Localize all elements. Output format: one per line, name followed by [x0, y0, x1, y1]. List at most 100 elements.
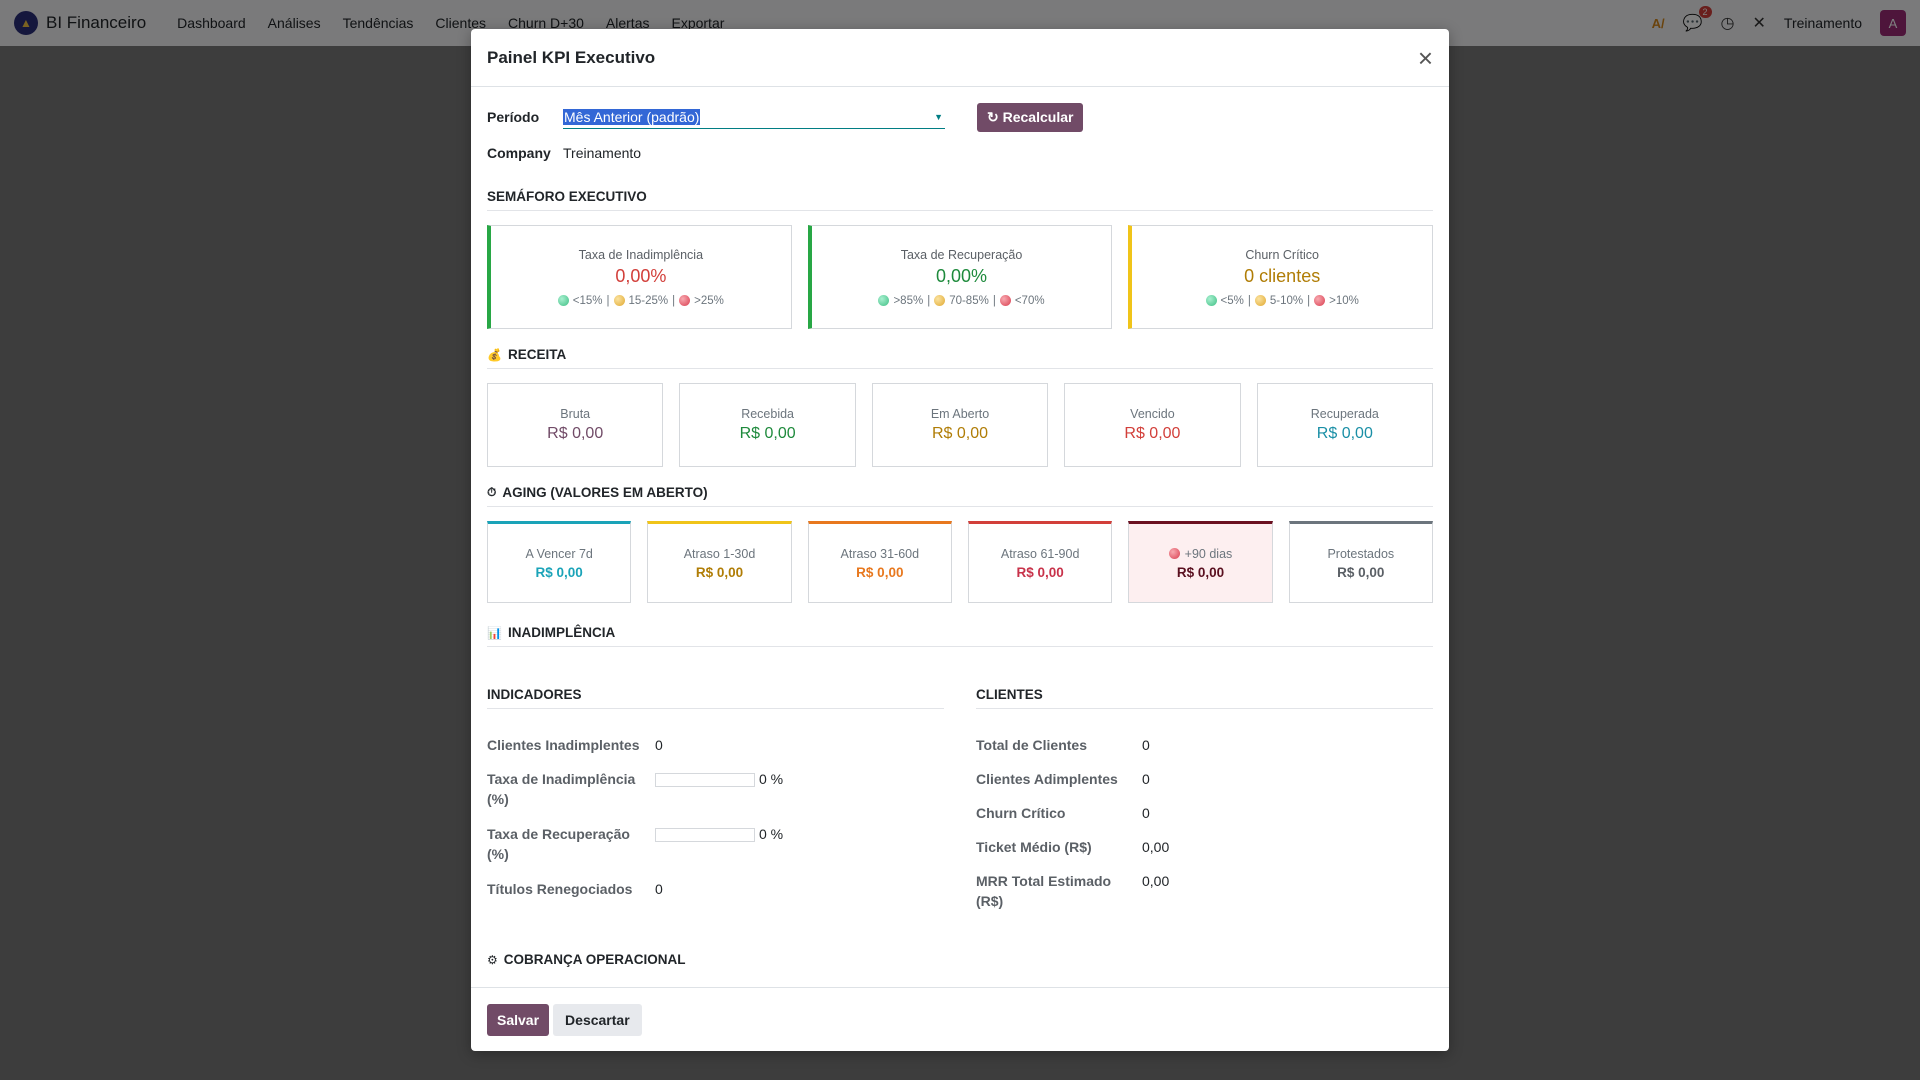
- kv-label: Taxa de Inadimplência (%): [487, 771, 636, 807]
- receita-card-value: R$ 0,00: [739, 425, 796, 442]
- aging-card-protestados: Protestados R$ 0,00: [1288, 521, 1433, 603]
- kv-value: 0: [655, 881, 663, 897]
- kv-clientes-adimplentes: Clientes Adimplentes 0: [976, 769, 1433, 803]
- kv-value: 0: [1142, 737, 1150, 753]
- yellow-dot-icon: [613, 295, 625, 306]
- legend-red: >10%: [1329, 294, 1359, 307]
- money-bag-icon: 💰: [487, 347, 502, 362]
- semaforo-cards: Taxa de Inadimplência 0,00% <15% | 15-25…: [487, 225, 1434, 329]
- receita-card-value: R$ 0,00: [1124, 425, 1181, 442]
- red-dot-icon: [999, 295, 1011, 306]
- semaforo-title: SEMÁFORO EXECUTIVO: [487, 189, 647, 204]
- periodo-label: Período: [487, 109, 540, 125]
- kpi-dialog: Painel KPI Executivo × Período Mês Anter…: [471, 29, 1449, 1051]
- aging-card-value: R$ 0,00: [535, 564, 583, 580]
- indicadores-column: INDICADORES Clientes Inadimplentes 0 Tax…: [487, 687, 944, 926]
- chevron-down-icon: ▼: [934, 111, 943, 122]
- red-dot-icon: [1168, 548, 1180, 559]
- semaforo-card-churn: Churn Crítico 0 clientes <5% | 5-10% | >…: [1128, 225, 1434, 329]
- taxa-recuperacao-progress: [655, 828, 755, 843]
- kv-taxa-recuperacao: Taxa de Recuperação (%) 0 %: [487, 824, 944, 879]
- aging-card-label: Atraso 31-60d: [840, 546, 920, 561]
- legend-green: <15%: [572, 294, 603, 307]
- cobranca-title: COBRANÇA OPERACIONAL: [503, 952, 686, 967]
- receita-card-value: R$ 0,00: [931, 425, 989, 442]
- receita-card-recuperada: Recuperada R$ 0,00: [1256, 383, 1434, 467]
- aging-card-value: R$ 0,00: [1337, 564, 1385, 580]
- indicadores-title-text: INDICADORES: [487, 687, 582, 702]
- aging-card-61-90: Atraso 61-90d R$ 0,00: [967, 521, 1113, 603]
- periodo-value: Mês Anterior (padrão): [563, 108, 701, 125]
- cobranca-section-title: ⚙ COBRANÇA OPERACIONAL: [487, 952, 1433, 973]
- kv-value: 0 %: [759, 826, 784, 842]
- semaforo-card-label: Churn Crítico: [1245, 247, 1319, 262]
- aging-card-90-plus: +90 dias R$ 0,00: [1128, 521, 1273, 603]
- company-label: Company: [487, 145, 551, 161]
- kv-value: 0: [1142, 771, 1150, 787]
- save-button[interactable]: Salvar: [487, 1003, 550, 1036]
- aging-card-label: +90 dias: [1184, 546, 1233, 561]
- kv-label: Ticket Médio (R$): [976, 839, 1092, 855]
- stopwatch-icon: ⏱: [487, 485, 497, 499]
- kv-value-wrap: 0 %: [655, 824, 783, 844]
- kv-label: Clientes Inadimplentes: [487, 737, 640, 753]
- yellow-dot-icon: [934, 295, 946, 306]
- semaforo-card-recuperacao: Taxa de Recuperação 0,00% >85% | 70-85% …: [807, 225, 1113, 329]
- semaforo-card-label: Taxa de Recuperação: [900, 247, 1023, 262]
- kv-ticket-medio: Ticket Médio (R$) 0,00: [976, 837, 1433, 871]
- inadimplencia-columns: INDICADORES Clientes Inadimplentes 0 Tax…: [487, 687, 1433, 926]
- semaforo-card-inadimplencia: Taxa de Inadimplência 0,00% <15% | 15-25…: [487, 225, 792, 329]
- recalcular-button[interactable]: ↻ Recalcular: [977, 103, 1084, 132]
- kv-churn-critico: Churn Crítico 0: [976, 803, 1433, 837]
- semaforo-legend: <15% | 15-25% | >25%: [557, 294, 724, 307]
- taxa-inadimplencia-progress: [655, 773, 755, 788]
- aging-card-label: Atraso 1-30d: [683, 546, 756, 561]
- semaforo-legend: <5% | 5-10% | >10%: [1205, 294, 1359, 307]
- kv-value: 0,00: [1142, 839, 1170, 855]
- kv-value-wrap: 0 %: [655, 769, 783, 789]
- receita-card-em-aberto: Em Aberto R$ 0,00: [871, 383, 1049, 467]
- close-icon[interactable]: ×: [1417, 42, 1433, 73]
- receita-card-label: Bruta: [560, 407, 591, 421]
- receita-section-title: 💰 RECEITA: [487, 347, 1433, 369]
- aging-section-title: ⏱ AGING (VALORES EM ABERTO): [487, 485, 1433, 507]
- legend-yellow: 70-85%: [949, 294, 989, 307]
- legend-yellow: 5-10%: [1269, 294, 1304, 307]
- green-dot-icon: [557, 295, 569, 306]
- semaforo-section-title: SEMÁFORO EXECUTIVO: [487, 189, 1433, 211]
- receita-title: RECEITA: [507, 347, 567, 362]
- aging-title: AGING (VALORES EM ABERTO): [502, 485, 708, 500]
- legend-red: <70%: [1014, 294, 1045, 307]
- kv-clientes-inadimplentes: Clientes Inadimplentes 0: [487, 735, 944, 769]
- aging-card-label: Protestados: [1327, 546, 1395, 561]
- inadimplencia-section-title: 📊 INADIMPLÊNCIA: [487, 625, 1433, 647]
- aging-card-1-30: Atraso 1-30d R$ 0,00: [647, 521, 792, 603]
- kv-label: Total de Clientes: [976, 737, 1087, 753]
- periodo-select[interactable]: Mês Anterior (padrão) ▼: [563, 105, 945, 129]
- receita-card-value: R$ 0,00: [1316, 425, 1373, 442]
- modal-header: Painel KPI Executivo ×: [471, 29, 1449, 87]
- receita-card-label: Recebida: [741, 407, 795, 421]
- kv-label: MRR Total Estimado (R$): [976, 873, 1112, 909]
- legend-green: <5%: [1220, 294, 1244, 307]
- aging-card-value: R$ 0,00: [1016, 564, 1064, 580]
- aging-card-label: A Vencer 7d: [525, 546, 593, 561]
- aging-card-value: R$ 0,00: [856, 564, 904, 580]
- clientes-title: CLIENTES: [976, 687, 1433, 709]
- modal-title: Painel KPI Executivo: [487, 47, 656, 67]
- receita-card-bruta: Bruta R$ 0,00: [487, 383, 664, 467]
- aging-card-label: Atraso 61-90d: [1000, 546, 1080, 561]
- company-value: Treinamento: [563, 145, 642, 161]
- semaforo-card-value: 0,00%: [615, 265, 667, 286]
- clientes-title-text: CLIENTES: [976, 687, 1043, 702]
- green-dot-icon: [878, 295, 890, 306]
- kv-mrr-total: MRR Total Estimado (R$) 0,00: [976, 871, 1433, 926]
- kv-titulos-renegociados: Títulos Renegociados 0: [487, 879, 944, 913]
- discard-button[interactable]: Descartar: [553, 1003, 642, 1036]
- clientes-column: CLIENTES Total de Clientes 0 Clientes Ad…: [976, 687, 1433, 926]
- kv-label: Churn Crítico: [976, 805, 1066, 821]
- receita-card-label: Vencido: [1130, 407, 1175, 421]
- kv-total-clientes: Total de Clientes 0: [976, 735, 1433, 769]
- indicadores-title: INDICADORES: [487, 687, 944, 709]
- receita-card-value: R$ 0,00: [547, 425, 604, 442]
